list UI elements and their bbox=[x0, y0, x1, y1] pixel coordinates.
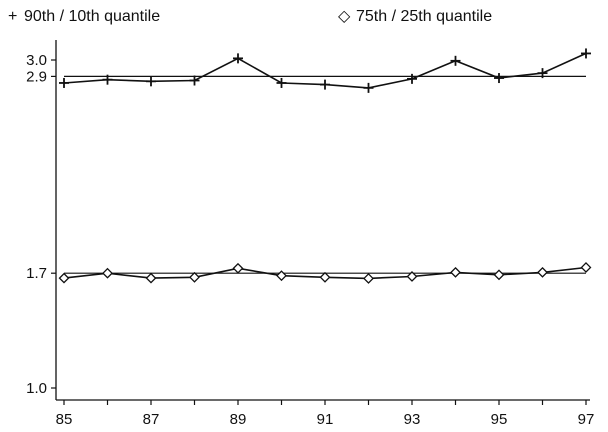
legend-label-90-10: 90th / 10th quantile bbox=[24, 8, 160, 25]
legend-item-90-10: + 90th / 10th quantile bbox=[8, 8, 160, 25]
y-tick-label: 3.0 bbox=[26, 52, 47, 69]
data-point-diamond bbox=[580, 262, 592, 273]
data-point-plus bbox=[450, 55, 461, 66]
legend: + 90th / 10th quantile ◇ 75th / 25th qua… bbox=[8, 8, 492, 25]
data-point-plus bbox=[320, 79, 330, 90]
series-75-25 bbox=[58, 262, 592, 284]
data-point-plus bbox=[581, 48, 591, 59]
data-point-diamond bbox=[450, 266, 461, 278]
data-point-diamond bbox=[537, 266, 548, 278]
x-tick-label: 87 bbox=[143, 411, 160, 428]
data-point-diamond bbox=[189, 271, 200, 283]
data-point-diamond bbox=[145, 272, 157, 284]
data-point-diamond bbox=[363, 273, 374, 284]
x-tick-label: 85 bbox=[56, 411, 73, 428]
data-point-diamond bbox=[102, 267, 113, 279]
data-point-diamond bbox=[58, 272, 70, 284]
legend-item-75-25: ◇ 75th / 25th quantile bbox=[338, 8, 492, 25]
data-point-diamond bbox=[493, 269, 505, 281]
reference-lines bbox=[64, 75, 586, 274]
data-point-plus bbox=[494, 73, 504, 84]
data-point-diamond bbox=[232, 262, 244, 274]
data-point-plus bbox=[233, 53, 243, 64]
x-tick-label: 97 bbox=[578, 411, 595, 428]
legend-label-75-25: 75th / 25th quantile bbox=[356, 8, 492, 25]
series-layer bbox=[58, 48, 592, 284]
data-point-plus bbox=[59, 77, 69, 88]
x-tick-label: 93 bbox=[404, 411, 421, 428]
x-tick-label: 91 bbox=[317, 411, 334, 428]
data-point-diamond bbox=[406, 271, 418, 282]
y-tick-label: 2.9 bbox=[26, 68, 47, 85]
y-tick-label: 1.0 bbox=[26, 380, 47, 397]
x-tick-label: 89 bbox=[230, 411, 247, 428]
data-point-diamond bbox=[319, 271, 331, 283]
data-point-plus bbox=[102, 74, 113, 85]
axes: 1.0 1.7 2.93.0 85 87 89 91 93 95 97 bbox=[26, 40, 594, 428]
legend-marker-diamond: ◇ bbox=[338, 8, 351, 25]
series-90-10 bbox=[59, 48, 591, 93]
data-point-plus bbox=[189, 75, 200, 86]
data-point-plus bbox=[276, 77, 287, 88]
x-tick-label: 95 bbox=[491, 411, 508, 428]
data-point-plus bbox=[537, 68, 548, 79]
data-point-plus bbox=[363, 82, 374, 93]
data-point-diamond bbox=[276, 270, 287, 282]
data-point-plus bbox=[146, 76, 156, 87]
legend-marker-plus: + bbox=[8, 8, 17, 25]
data-point-plus bbox=[407, 73, 417, 84]
y-tick-label: 1.7 bbox=[26, 265, 47, 282]
